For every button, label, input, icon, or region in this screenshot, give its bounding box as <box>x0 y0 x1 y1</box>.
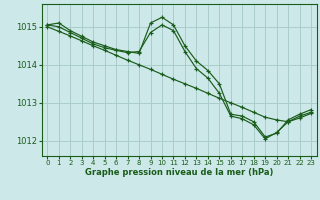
X-axis label: Graphe pression niveau de la mer (hPa): Graphe pression niveau de la mer (hPa) <box>85 168 273 177</box>
